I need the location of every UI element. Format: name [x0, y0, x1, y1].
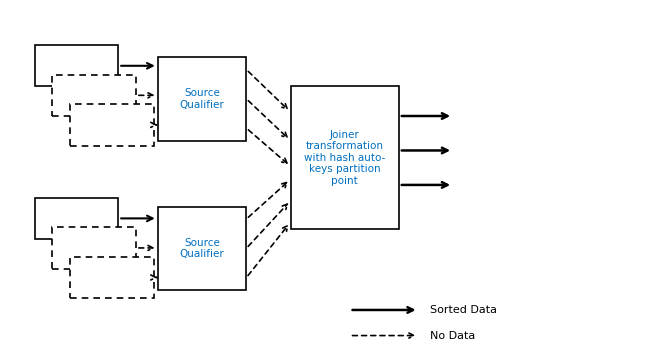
Bar	[291, 86, 399, 229]
Text: Source
Qualifier: Source Qualifier	[179, 238, 225, 259]
Text: Source
Qualifier: Source Qualifier	[179, 88, 225, 109]
Text: Joiner
transformation
with hash auto-
keys partition
point: Joiner transformation with hash auto- ke…	[304, 130, 385, 186]
Text: No Data: No Data	[430, 330, 476, 341]
Bar	[35, 198, 119, 239]
Text: Sorted Data: Sorted Data	[430, 305, 497, 315]
Bar	[35, 45, 119, 86]
Bar	[52, 75, 136, 116]
Bar	[158, 207, 246, 290]
Bar	[70, 257, 154, 298]
Bar	[70, 104, 154, 145]
Bar	[158, 57, 246, 141]
Bar	[52, 227, 136, 269]
